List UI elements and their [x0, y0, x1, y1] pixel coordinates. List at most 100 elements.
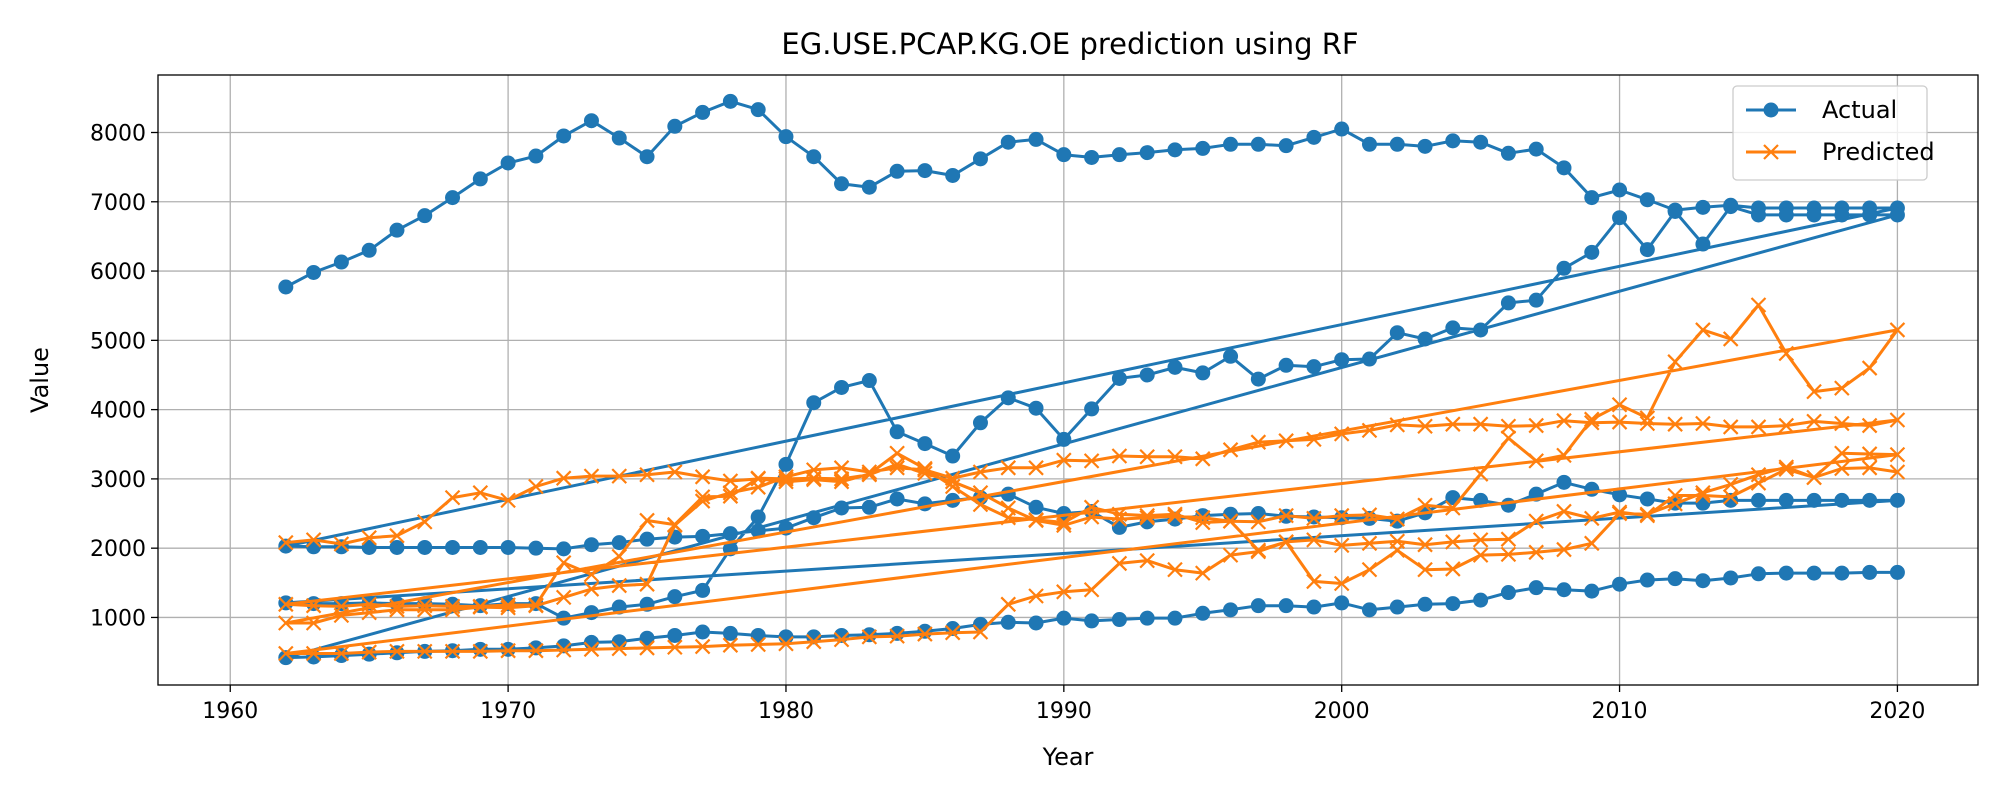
data-point-predicted	[555, 470, 572, 486]
data-point-predicted	[1528, 453, 1544, 469]
data-point-actual	[750, 523, 766, 539]
data-point-predicted	[611, 468, 628, 484]
data-point-predicted	[1306, 573, 1322, 590]
data-point-predicted	[583, 581, 600, 597]
data-point-actual	[1750, 566, 1766, 582]
data-point-predicted	[1778, 459, 1795, 475]
data-point-actual	[1139, 367, 1155, 383]
data-point-actual	[1778, 207, 1794, 223]
data-point-actual	[583, 537, 599, 553]
data-point-predicted	[1695, 415, 1711, 432]
data-point-actual	[834, 500, 850, 516]
data-point-actual	[1695, 236, 1711, 252]
data-point-predicted	[917, 465, 933, 482]
data-point-predicted	[1722, 476, 1739, 493]
data-point-predicted	[305, 615, 322, 631]
data-point-predicted	[1889, 446, 1906, 463]
data-point-actual	[1195, 365, 1211, 381]
data-point-actual	[972, 151, 988, 167]
data-point-predicted	[611, 548, 628, 565]
data-point-actual	[1445, 133, 1461, 149]
data-point-predicted	[1250, 434, 1267, 450]
data-point-actual	[1223, 348, 1239, 364]
data-point-actual	[1834, 492, 1850, 508]
data-point-predicted	[1222, 547, 1239, 563]
data-point-actual	[889, 424, 905, 440]
y-tick-label: 4000	[90, 399, 146, 424]
data-point-actual	[1584, 583, 1600, 599]
data-point-predicted	[1861, 460, 1878, 476]
data-point-predicted	[833, 471, 850, 487]
data-point-predicted	[1083, 453, 1100, 469]
data-point-predicted	[361, 530, 377, 546]
y-tick-label: 3000	[90, 468, 146, 493]
legend-predicted-marker	[1763, 144, 1779, 160]
data-point-predicted	[1500, 546, 1517, 563]
data-point-predicted	[1528, 544, 1544, 561]
data-point-predicted	[1778, 417, 1795, 434]
data-point-predicted	[667, 639, 683, 656]
data-point-actual	[1084, 613, 1100, 629]
data-point-predicted	[1306, 431, 1322, 448]
data-point-predicted	[1083, 509, 1100, 525]
data-point-predicted	[1834, 460, 1850, 477]
data-point-predicted	[1583, 510, 1600, 527]
data-point-predicted	[972, 464, 989, 480]
data-point-predicted	[1472, 547, 1489, 563]
data-point-actual	[1639, 572, 1655, 588]
data-point-actual	[972, 415, 988, 431]
data-point-actual	[722, 625, 738, 641]
y-tick-label: 2000	[90, 537, 146, 562]
data-point-predicted	[1194, 509, 1211, 526]
x-tick-label: 1960	[202, 699, 258, 724]
data-point-predicted	[1583, 415, 1600, 431]
data-point-predicted	[1333, 426, 1350, 442]
data-point-actual	[389, 222, 405, 238]
data-point-predicted	[639, 640, 655, 656]
data-point-predicted	[1194, 514, 1211, 531]
data-point-predicted	[1889, 464, 1906, 480]
data-point-predicted	[361, 644, 377, 660]
data-point-predicted	[1667, 487, 1683, 504]
data-point-actual	[861, 499, 877, 515]
data-point-actual	[583, 113, 599, 129]
data-point-actual	[611, 634, 627, 650]
data-point-predicted	[416, 597, 433, 614]
data-point-actual	[722, 93, 738, 109]
data-point-actual	[1028, 615, 1044, 631]
data-point-actual	[1612, 210, 1628, 226]
data-point-actual	[528, 540, 544, 556]
data-point-actual	[806, 510, 822, 526]
data-point-predicted	[416, 602, 433, 618]
data-point-actual	[861, 627, 877, 643]
data-point-predicted	[778, 471, 794, 487]
data-point-actual	[1834, 207, 1850, 223]
data-point-actual	[639, 630, 655, 646]
data-point-predicted	[1278, 507, 1294, 524]
data-point-predicted	[1556, 541, 1572, 558]
data-point-actual	[695, 582, 711, 598]
data-point-predicted	[500, 492, 516, 509]
data-point-actual	[1306, 599, 1322, 615]
data-point-predicted	[639, 576, 655, 592]
data-point-actual	[1361, 351, 1377, 367]
data-point-actual	[778, 456, 794, 472]
data-point-predicted	[500, 599, 516, 616]
data-point-predicted	[444, 602, 461, 618]
data-point-actual	[1056, 147, 1072, 163]
data-point-actual	[1389, 325, 1405, 341]
data-point-actual	[417, 539, 433, 555]
data-point-predicted	[1083, 581, 1100, 598]
x-tick-label: 2020	[1869, 699, 1925, 724]
data-point-actual	[1223, 602, 1239, 618]
data-point-predicted	[1639, 410, 1656, 426]
data-point-predicted	[389, 602, 405, 618]
data-point-actual	[1612, 576, 1628, 592]
data-point-actual	[1306, 359, 1322, 375]
data-point-actual	[667, 627, 683, 643]
data-point-actual	[1139, 145, 1155, 161]
x-tick-label: 1970	[480, 699, 536, 724]
data-point-actual	[1528, 141, 1544, 157]
data-point-actual	[1056, 610, 1072, 626]
data-point-actual	[1473, 592, 1489, 608]
